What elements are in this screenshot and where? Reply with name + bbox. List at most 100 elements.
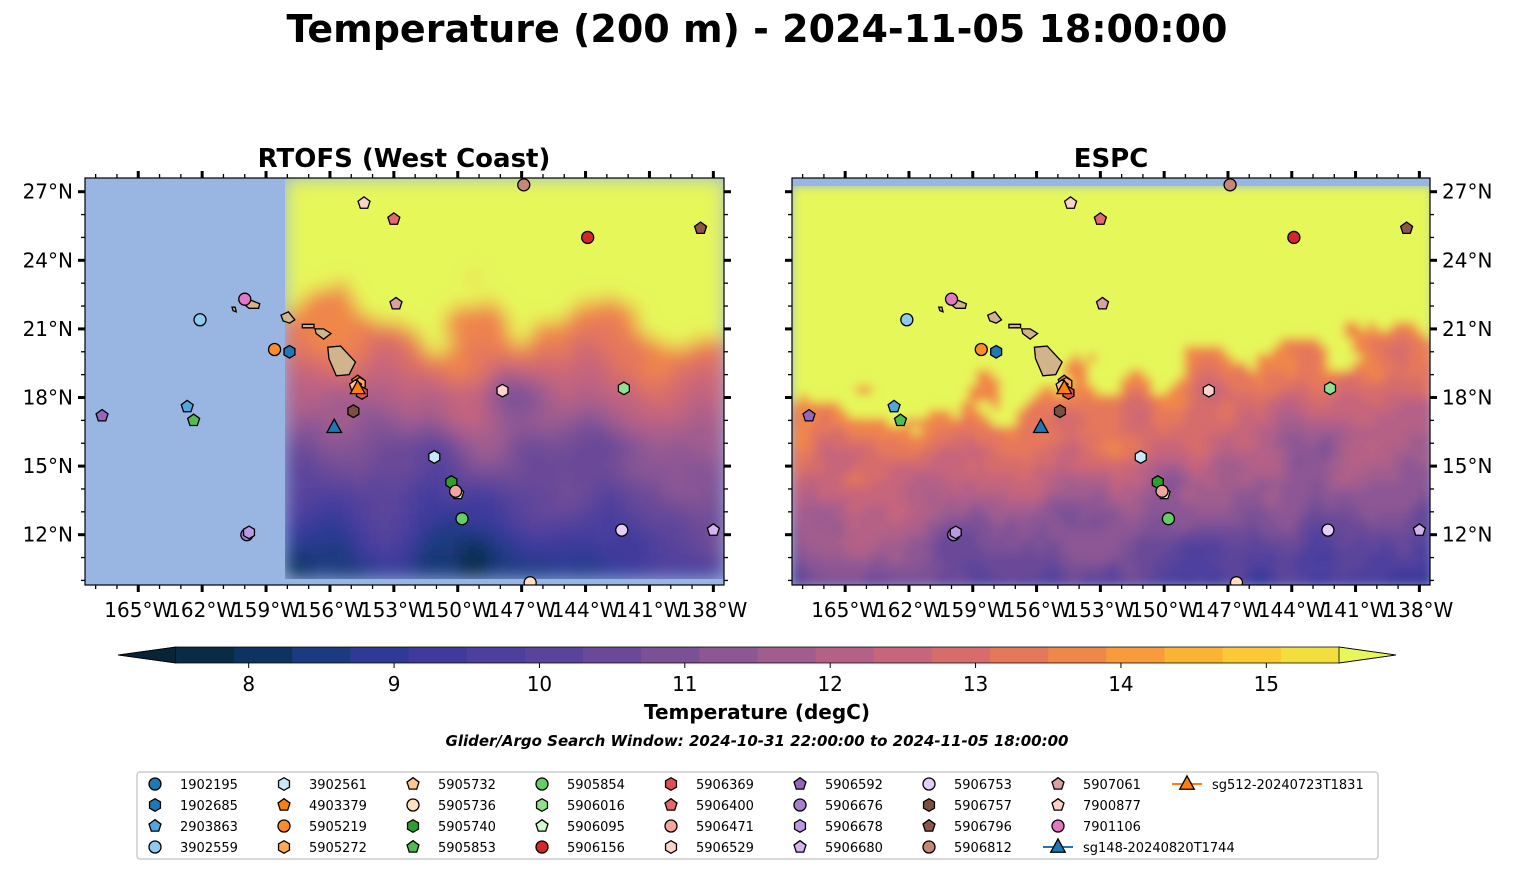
legend-label: 5906753	[954, 778, 1012, 793]
float-marker-sg512-20240723T1831	[349, 378, 367, 395]
legend-item-4903379: 4903379	[277, 797, 367, 814]
legend-label: 5906592	[825, 778, 883, 793]
x-tick-label: 153°W	[1066, 598, 1134, 622]
legend-marker-5906796	[922, 818, 936, 832]
colorbar-bin	[1106, 647, 1166, 663]
axes-frame-rtofs	[84, 177, 725, 586]
float-marker-5905736	[1229, 576, 1244, 585]
colorbar-bin	[1222, 647, 1282, 663]
legend-label: 5906678	[825, 820, 883, 835]
y-tick-label: 15°N	[23, 454, 73, 478]
legend-label: 5906400	[696, 799, 754, 814]
x-tick-label: 147°W	[488, 598, 556, 622]
legend-item-5905219: 5905219	[277, 819, 367, 835]
legend-label: 5906156	[567, 841, 625, 856]
legend-marker-5906369	[664, 776, 678, 792]
colorbar-label: Temperature (degC)	[644, 700, 870, 724]
legend-label: 5906680	[825, 841, 883, 856]
colorbar-tick-label: 10	[527, 672, 552, 696]
x-tick-label: 156°W	[1003, 598, 1071, 622]
panel-espc: ESPC 165°W162°W159°W156°W153°W150°W147°W…	[785, 144, 1492, 622]
legend-item-5906529: 5906529	[664, 839, 754, 856]
island-2	[280, 310, 296, 324]
float-marker-7900877	[357, 196, 371, 209]
float-marker-5906471	[448, 484, 463, 498]
colorbar-tick-label: 13	[963, 672, 988, 696]
x-tick-label: 156°W	[296, 598, 364, 622]
float-marker-5906156	[581, 230, 595, 245]
legend-label: 5905736	[438, 799, 496, 814]
legend-item-3902561: 3902561	[277, 776, 367, 793]
colorbar-bin	[524, 647, 584, 663]
legend-item-1902685: 1902685	[148, 797, 238, 814]
legend-marker-1902685	[148, 797, 162, 813]
float-marker-5906678	[242, 525, 256, 540]
legend-marker-5906156	[535, 840, 549, 854]
float-marker-5907061	[1095, 296, 1110, 310]
float-marker-5905853	[893, 413, 908, 427]
heatmap-espc	[792, 178, 1430, 585]
float-marker-5905854	[1161, 512, 1176, 526]
legend-item-5906016: 5906016	[535, 797, 625, 814]
legend-label: 5906676	[825, 799, 883, 814]
legend-label: 1902685	[180, 799, 238, 814]
x-tick-label: 138°W	[679, 598, 747, 622]
colorbar-bin	[641, 647, 700, 663]
colorbar-bin	[176, 647, 235, 663]
legend-marker-5905732	[406, 776, 420, 790]
colorbar-bin	[815, 647, 875, 663]
axes-ticks-rtofs: 165°W162°W159°W156°W153°W150°W147°W144°W…	[23, 171, 748, 622]
legend-marker-5907061	[1051, 776, 1065, 790]
legend-item-5906676: 5906676	[793, 798, 883, 814]
legend-item-sg512-20240723T1831: sg512-20240723T1831	[1172, 774, 1364, 793]
legend-item-3902559: 3902559	[148, 840, 238, 856]
legend-item-5905853: 5905853	[406, 839, 496, 856]
x-tick-label: 138°W	[1385, 598, 1453, 622]
markers-rtofs	[95, 178, 721, 585]
colorbar-bin	[583, 647, 642, 663]
legend-label: 3902561	[309, 778, 367, 793]
legend-item-5905732: 5905732	[406, 776, 496, 793]
y-tick-label: 27°N	[23, 180, 73, 204]
legend-item-5905854: 5905854	[535, 777, 625, 793]
float-marker-5906812	[517, 178, 531, 192]
y-tick-label: 24°N	[1442, 248, 1492, 272]
colorbar-bin	[350, 647, 410, 663]
colorbar-extend-min	[117, 646, 177, 664]
legend-frame	[136, 771, 1379, 860]
float-marker-5906680	[706, 523, 721, 536]
legend-marker-5906812	[922, 840, 936, 854]
y-tick-label: 12°N	[1442, 523, 1492, 547]
island-3	[1008, 323, 1022, 329]
markers-espc	[802, 178, 1427, 585]
legend-label: 7900877	[1083, 799, 1141, 814]
legend-item-5906369: 5906369	[664, 776, 754, 793]
float-marker-3902559	[900, 313, 914, 327]
float-marker-5906592	[95, 408, 109, 422]
x-tick-label: 162°W	[168, 598, 236, 622]
legend-label: 5905272	[309, 841, 367, 856]
float-marker-5905853	[186, 413, 201, 427]
land-espc	[937, 299, 1063, 377]
float-marker-1902685	[990, 344, 1003, 359]
float-marker-5906016	[617, 381, 631, 396]
colorbar-bin	[408, 647, 468, 663]
colorbar-bin	[234, 647, 293, 663]
colorbar-bin	[990, 647, 1049, 663]
legend-label: 5906757	[954, 799, 1012, 814]
float-marker-5906796	[1399, 221, 1414, 235]
colorbar-bin	[699, 647, 758, 663]
legend-label: 4903379	[309, 799, 367, 814]
float-marker-5906400	[387, 212, 401, 225]
legend-item-5906400: 5906400	[664, 797, 754, 814]
legend-label: 5906812	[954, 841, 1012, 856]
float-marker-5906471	[1155, 484, 1169, 498]
float-marker-7901106	[944, 292, 959, 306]
legend-item-5905272: 5905272	[277, 839, 367, 856]
colorbar-tick-label: 9	[388, 672, 401, 696]
float-marker-5905854	[455, 512, 469, 526]
legend-label: 5905853	[438, 841, 496, 856]
legend-label: sg512-20240723T1831	[1212, 778, 1364, 793]
legend-marker-5906592	[793, 776, 807, 790]
float-marker-5906812	[1223, 178, 1237, 192]
